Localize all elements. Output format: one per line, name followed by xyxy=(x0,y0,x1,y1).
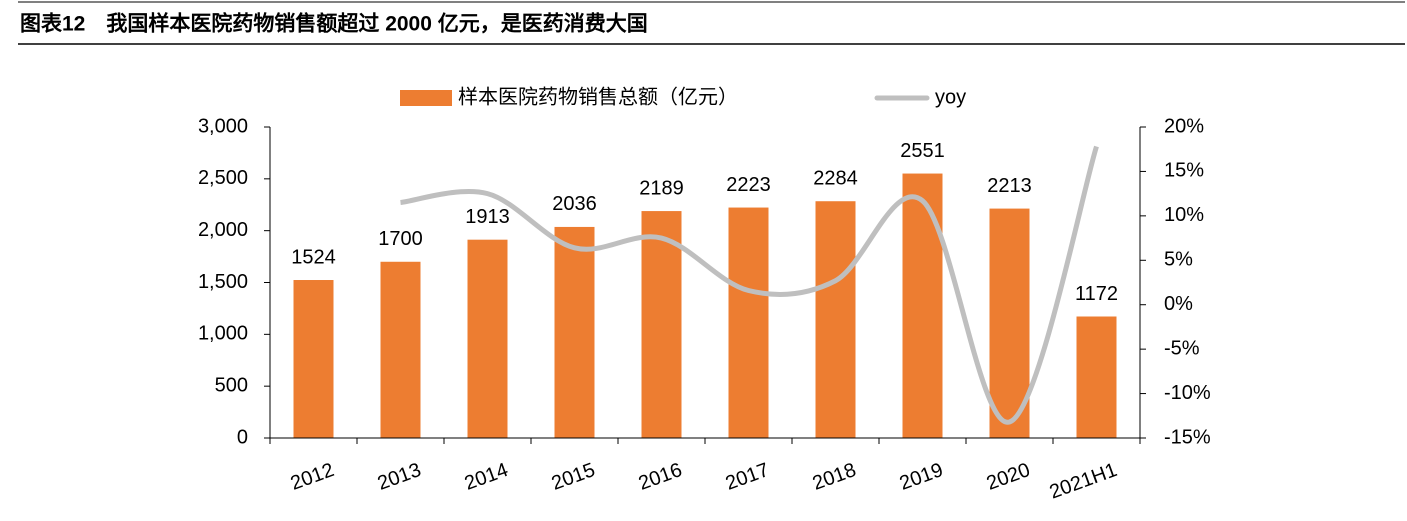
data-label: 2551 xyxy=(900,140,945,162)
bar xyxy=(1076,316,1117,438)
data-label: 2189 xyxy=(639,177,684,199)
y-tick-label: 0 xyxy=(237,426,248,448)
y2-tick-label: 0% xyxy=(1164,293,1193,315)
data-label: 1700 xyxy=(378,228,423,250)
y2-tick-label: 10% xyxy=(1164,204,1204,226)
data-label: 1524 xyxy=(291,246,336,268)
data-label: 1172 xyxy=(1075,283,1118,305)
line xyxy=(400,145,1099,425)
data-label: 2284 xyxy=(813,168,858,190)
x-tick-label: 2019 xyxy=(897,459,946,495)
data-label: 2223 xyxy=(726,174,771,196)
legend-swatch xyxy=(400,90,452,106)
legend-label: 样本医院药物销售总额（亿元） xyxy=(458,85,738,108)
y-tick-label: 2,000 xyxy=(198,219,248,241)
y-tick-label: 3,000 xyxy=(198,115,248,137)
bar xyxy=(554,226,595,438)
x-tick-label: 2012 xyxy=(288,459,337,495)
x-tick-label: 2018 xyxy=(810,459,859,495)
y2-tick-label: 5% xyxy=(1164,249,1193,271)
bar xyxy=(380,261,421,438)
bar xyxy=(989,208,1030,438)
y2-tick-label: -5% xyxy=(1164,337,1200,359)
chart-title: 图表12 我国样本医院药物销售额超过 2000 亿元，是医药消费大国 xyxy=(20,12,648,36)
bar xyxy=(467,239,508,438)
y2-tick-label: 15% xyxy=(1164,160,1204,182)
x-tick-label: 2021H1 xyxy=(1047,459,1120,504)
y-tick-label: 2,500 xyxy=(198,167,248,189)
y-tick-label: 500 xyxy=(215,374,248,396)
data-label: 1913 xyxy=(465,206,510,228)
x-tick-label: 2016 xyxy=(636,459,685,495)
x-tick-label: 2020 xyxy=(984,459,1033,495)
legend-label: yoy xyxy=(935,86,966,108)
y2-tick-label: 20% xyxy=(1164,115,1204,137)
x-tick-label: 2014 xyxy=(462,459,511,495)
y2-tick-label: -10% xyxy=(1164,382,1211,404)
data-label: 2213 xyxy=(987,175,1032,197)
x-tick-label: 2017 xyxy=(723,459,772,495)
data-label: 2036 xyxy=(552,193,597,215)
x-tick-label: 2015 xyxy=(549,459,598,495)
y-tick-label: 1,000 xyxy=(198,323,248,345)
bar xyxy=(815,201,856,438)
y-tick-label: 1,500 xyxy=(198,271,248,293)
x-tick-label: 2013 xyxy=(375,459,424,495)
bar xyxy=(293,280,334,438)
y2-tick-label: -15% xyxy=(1164,426,1211,448)
bar xyxy=(641,211,682,438)
bar xyxy=(902,173,943,438)
bar xyxy=(728,207,769,438)
